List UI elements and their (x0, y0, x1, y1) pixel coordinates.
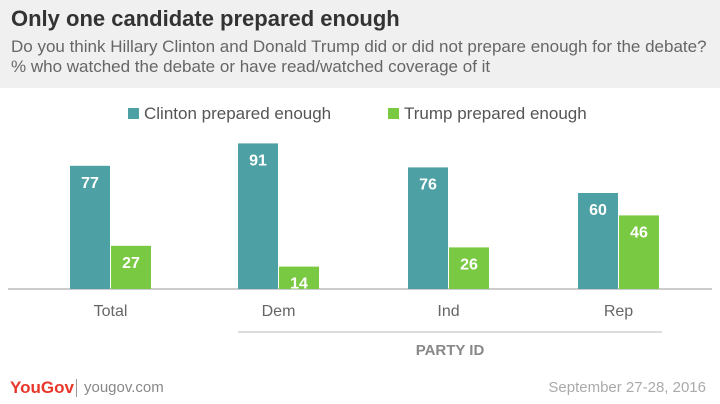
category-label: Total (94, 303, 128, 320)
bar-clinton-ind (408, 167, 448, 289)
chart-subtitle: Do you think Hillary Clinton and Donald … (11, 37, 707, 76)
yougov-logo: YouGov (10, 378, 74, 397)
bar-clinton-dem (238, 143, 278, 289)
chart-title: Only one candidate prepared enough (11, 6, 400, 31)
data-label: 76 (419, 176, 437, 193)
legend-swatch (128, 108, 139, 119)
data-label: 60 (589, 202, 607, 219)
data-label: 27 (122, 255, 140, 272)
footer-date: September 27-28, 2016 (548, 379, 706, 396)
category-label: Dem (262, 303, 296, 320)
legend-label: Clinton prepared enough (144, 104, 331, 123)
bar-clinton-total (70, 165, 110, 289)
bar-trump-rep (619, 215, 659, 289)
data-label: 46 (630, 224, 648, 241)
bar-clinton-rep (578, 193, 618, 289)
legend-label: Trump prepared enough (404, 104, 587, 123)
bar-chart: Clinton prepared enough Trump prepared en… (8, 104, 712, 359)
data-label: 77 (81, 175, 99, 192)
bar-trump-total (111, 245, 151, 289)
header-band: Only one candidate prepared enough Do yo… (0, 0, 720, 88)
footer-divider (76, 379, 77, 397)
data-label: 91 (249, 152, 267, 169)
group-label: PARTY ID (416, 342, 485, 359)
data-label: 14 (290, 276, 308, 293)
category-label: Ind (437, 303, 459, 320)
legend-swatch (388, 108, 399, 119)
bar-trump-dem (279, 266, 319, 289)
footer-url: yougov.com (84, 379, 164, 396)
category-label: Rep (604, 303, 633, 320)
bar-trump-ind (449, 247, 489, 289)
data-label: 26 (460, 256, 478, 273)
